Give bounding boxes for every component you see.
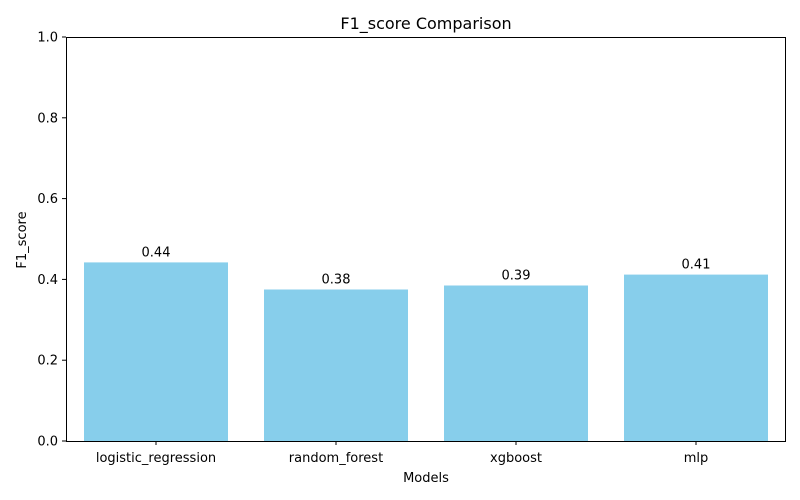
- y-ticks-group: 0.0 0.2 0.4 0.6 0.8 1.0: [37, 31, 66, 450]
- data-label-xgboost: 0.39: [502, 269, 531, 284]
- y-tick-label: 0.2: [37, 354, 58, 369]
- y-tick-label: 0.0: [37, 435, 58, 450]
- x-ticks-group: logistic_regression random_forest xgboost m…: [96, 441, 708, 466]
- y-tick-label: 0.8: [37, 111, 58, 126]
- plot-area-frame: [66, 37, 786, 442]
- bar-xgboost: [444, 285, 588, 441]
- data-label-logistic-regression: 0.44: [142, 245, 171, 260]
- y-axis-title: F1_score: [15, 211, 30, 268]
- data-label-random-forest: 0.38: [322, 273, 351, 288]
- bar-mlp: [624, 274, 768, 441]
- chart-title: F1_score Comparison: [340, 14, 511, 34]
- y-tick-label: 1.0: [37, 31, 58, 46]
- y-tick-label: 0.4: [37, 273, 58, 288]
- data-label-mlp: 0.41: [682, 258, 711, 273]
- bars-group: [84, 262, 768, 441]
- x-tick-label-mlp: mlp: [684, 451, 709, 466]
- bar-random-forest: [264, 289, 408, 441]
- x-tick-label-random-forest: random_forest: [289, 451, 383, 466]
- x-tick-label-logistic-regression: logistic_regression: [96, 451, 216, 466]
- x-tick-label-xgboost: xgboost: [490, 451, 542, 466]
- data-labels-group: 0.44 0.38 0.39 0.41: [142, 245, 711, 287]
- bar-logistic-regression: [84, 262, 228, 441]
- y-tick-label: 0.6: [37, 192, 58, 207]
- x-axis-title: Models: [403, 471, 449, 486]
